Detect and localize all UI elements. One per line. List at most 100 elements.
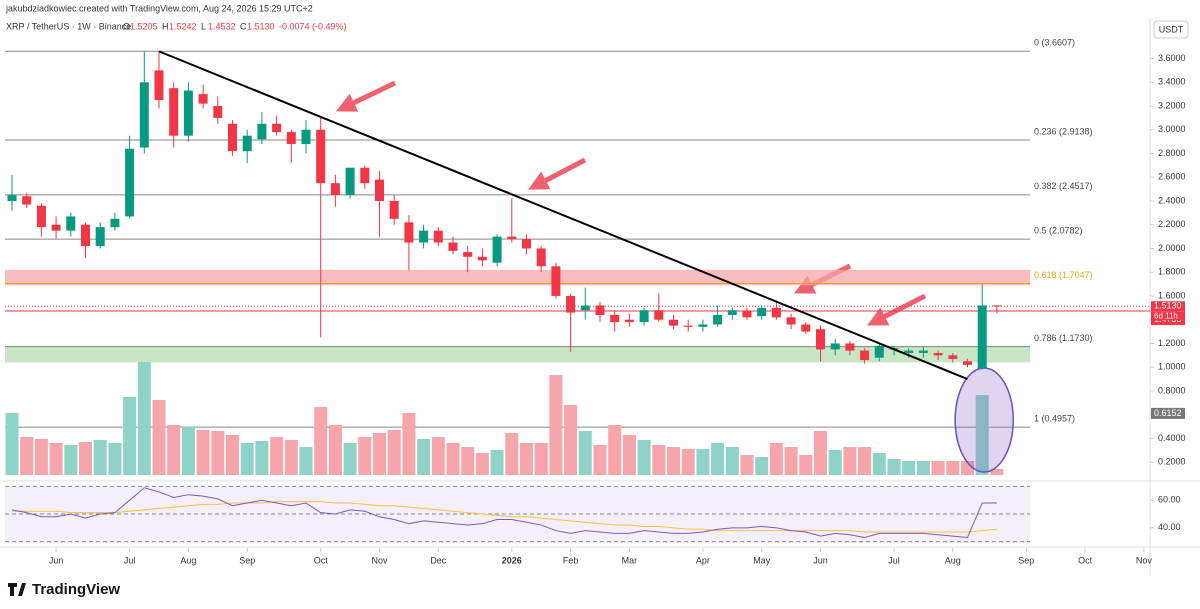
candle-body [242, 135, 252, 152]
x-tick-label: Aug [945, 555, 961, 565]
rsi-ma-line [12, 501, 997, 533]
countdown: 6d 11h [1154, 311, 1178, 320]
candle-body [845, 343, 855, 351]
volume-bar [608, 425, 622, 475]
ohlc-key: O [123, 21, 130, 31]
y-tick-label: 2.2000 [1158, 219, 1186, 229]
volume-bar [64, 445, 78, 475]
candle-body [345, 167, 355, 196]
volume-bar [975, 395, 989, 475]
candle-body [610, 314, 620, 323]
zone [5, 345, 1030, 363]
rsi-line [11, 487, 997, 539]
candle-body [874, 345, 884, 358]
volume-bar [34, 439, 48, 475]
volume-bar [152, 400, 166, 475]
volume-bar [5, 413, 19, 475]
candle-body [698, 324, 708, 327]
candle-body [580, 305, 590, 311]
candle-body [183, 90, 193, 136]
y-tick-label: 0.8000 [1158, 385, 1186, 395]
candle-body [95, 227, 105, 247]
volume-bar [226, 435, 239, 475]
credit: jakubdziadkowiec created with TradingVie… [5, 3, 313, 13]
volume-bar [93, 440, 107, 475]
candle-body [198, 94, 208, 104]
candle-body [22, 196, 32, 205]
volume-bar [534, 443, 548, 475]
candle-body [286, 132, 296, 144]
volume-bar [961, 461, 974, 475]
fib-label: 0.618 (1.7047) [1034, 270, 1093, 280]
highlight-ellipse [954, 367, 1014, 473]
candle-body [316, 129, 326, 184]
volume-bar [240, 443, 254, 475]
symbol: XRP / TetherUS · 1W · Binance [6, 21, 131, 31]
candle-body [904, 350, 914, 353]
ohlc-value: 1.5130 [247, 21, 275, 31]
candle-body [169, 88, 179, 136]
y-tick-label: 0.2000 [1158, 457, 1186, 467]
candle-body [566, 295, 576, 313]
y-tick-label: 1.8000 [1158, 267, 1186, 277]
volume-bar [461, 447, 475, 475]
rsi-tick-label: 60.00 [1158, 495, 1181, 505]
arrow [528, 157, 587, 190]
volume-bar [755, 457, 769, 475]
volume-bar [431, 437, 445, 475]
trendline [158, 50, 968, 381]
candle-body [727, 310, 737, 315]
arrow [867, 293, 927, 326]
volume-bar [843, 447, 857, 475]
x-tick-label: Jun [813, 555, 828, 565]
candle-body [360, 167, 370, 184]
candle-body [139, 82, 149, 148]
volume-bar [520, 443, 533, 475]
volume-bar [564, 405, 578, 475]
volume-bar [593, 445, 607, 475]
candle-body [918, 350, 928, 353]
candle-body [66, 216, 76, 231]
volume-bar [652, 445, 666, 475]
volume-bar [578, 431, 592, 475]
volume-bar [902, 461, 916, 475]
x-tick-label: Oct [1078, 555, 1093, 565]
x-tick-label: Jul [124, 555, 136, 565]
x-tick-label: Aug [180, 555, 196, 565]
candle-body [125, 148, 135, 217]
candle-body [375, 179, 384, 201]
volume-bar [769, 443, 783, 475]
x-tick-label: Oct [314, 555, 329, 565]
candle-body [742, 311, 752, 318]
volume-bar [328, 425, 342, 475]
candle-body [51, 224, 61, 231]
candle-body [669, 319, 678, 326]
candle-body [110, 218, 120, 228]
volume-bar [931, 461, 945, 475]
volume-bar [696, 449, 710, 475]
candle-body [228, 123, 237, 152]
change: -0.0074 (-0.49%) [279, 21, 347, 31]
candle-body [404, 222, 414, 243]
price-label-box [1151, 407, 1185, 419]
ohlc-value: 1.5242 [169, 21, 197, 31]
y-tick-label: 1.6000 [1158, 290, 1186, 300]
volume-bar [123, 397, 137, 475]
candle-body [860, 350, 870, 361]
volume-bar [784, 447, 798, 475]
candle-body [301, 129, 311, 144]
candle-body [713, 314, 723, 325]
volume-bar [740, 455, 754, 475]
volume-bar [402, 413, 416, 475]
volume-bar [946, 461, 960, 475]
volume-bar [270, 437, 284, 475]
y-tick-label: 2.4000 [1158, 195, 1186, 205]
candle-body [477, 256, 487, 261]
price-label-box [1151, 301, 1185, 312]
candle-body [257, 123, 267, 140]
candle-body [816, 329, 825, 350]
candle-body [683, 325, 693, 327]
fib-label: 1 (0.4957) [1034, 413, 1075, 423]
x-tick-label: Sep [239, 555, 255, 565]
